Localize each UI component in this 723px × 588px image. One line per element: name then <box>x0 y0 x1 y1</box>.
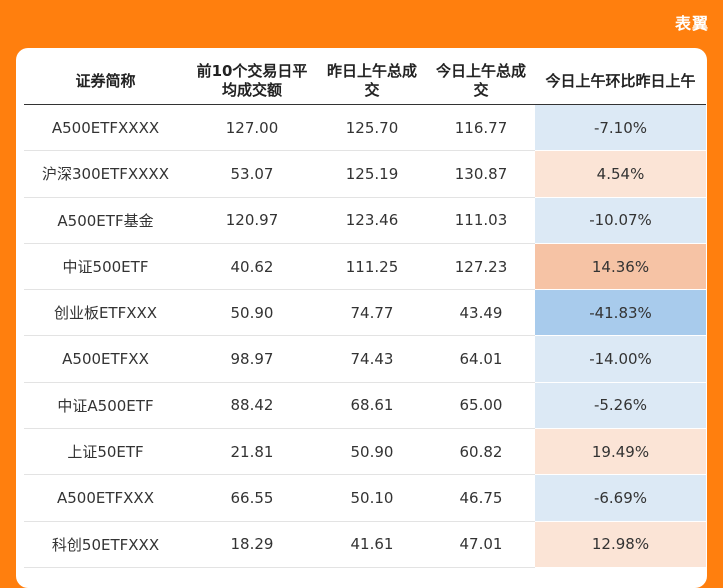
table-row: A500ETFXXXX 127.00 125.70 116.77 -7.10% <box>24 104 706 152</box>
brand-logo-text: 表翼 <box>674 14 709 33</box>
header-today-am-turnover: 今日上午总成交 <box>427 58 535 105</box>
avg10-cell: 40.62 <box>187 243 317 291</box>
table-row: 科创50ETFXXX 18.29 41.61 47.01 12.98% <box>24 521 706 568</box>
security-name-cell: A500ETFXX <box>24 335 187 383</box>
avg10-cell: 98.97 <box>187 335 317 383</box>
table-header: 证券简称 前10个交易日平均成交额 昨日上午总成交 今日上午总成交 今日上午环比… <box>24 58 706 105</box>
today-cell: 111.03 <box>427 197 535 244</box>
table-row: A500ETFXXX 66.55 50.10 46.75 -6.69% <box>24 474 706 522</box>
table-row: 创业板ETFXXX 50.90 74.77 43.49 -41.83% <box>24 289 706 337</box>
yesterday-cell: 74.43 <box>317 335 427 383</box>
header-row: 证券简称 前10个交易日平均成交额 昨日上午总成交 今日上午总成交 今日上午环比… <box>24 58 706 105</box>
table-row: 中证500ETF 40.62 111.25 127.23 14.36% <box>24 243 706 291</box>
today-cell: 64.01 <box>427 335 535 383</box>
yesterday-cell: 50.10 <box>317 474 427 522</box>
etf-turnover-table: 证券简称 前10个交易日平均成交额 昨日上午总成交 今日上午总成交 今日上午环比… <box>24 58 706 568</box>
change-pct-cell: -6.69% <box>535 474 706 522</box>
today-cell: 127.23 <box>427 243 535 291</box>
yesterday-cell: 50.90 <box>317 428 427 476</box>
table-row: A500ETFXX 98.97 74.43 64.01 -14.00% <box>24 335 706 383</box>
security-name-cell: 中证500ETF <box>24 243 187 291</box>
yesterday-cell: 125.19 <box>317 150 427 198</box>
change-pct-cell: 4.54% <box>535 150 706 198</box>
change-pct-cell: -10.07% <box>535 197 706 244</box>
today-cell: 130.87 <box>427 150 535 198</box>
security-name-cell: A500ETF基金 <box>24 197 187 244</box>
table-card: 证券简称 前10个交易日平均成交额 昨日上午总成交 今日上午总成交 今日上午环比… <box>16 48 707 588</box>
yesterday-cell: 68.61 <box>317 382 427 430</box>
table-row: 中证A500ETF 88.42 68.61 65.00 -5.26% <box>24 382 706 430</box>
table-row: 沪深300ETFXXXX 53.07 125.19 130.87 4.54% <box>24 150 706 198</box>
change-pct-cell: -41.83% <box>535 289 706 337</box>
header-security-name: 证券简称 <box>24 58 187 105</box>
yesterday-cell: 111.25 <box>317 243 427 291</box>
table-row: A500ETF基金 120.97 123.46 111.03 -10.07% <box>24 197 706 244</box>
today-cell: 46.75 <box>427 474 535 522</box>
today-cell: 65.00 <box>427 382 535 430</box>
security-name-cell: 沪深300ETFXXXX <box>24 150 187 198</box>
yesterday-cell: 41.61 <box>317 521 427 568</box>
change-pct-cell: -5.26% <box>535 382 706 430</box>
table-body: A500ETFXXXX 127.00 125.70 116.77 -7.10% … <box>24 104 706 568</box>
change-pct-cell: 12.98% <box>535 521 706 568</box>
change-pct-cell: 19.49% <box>535 428 706 476</box>
yesterday-cell: 74.77 <box>317 289 427 337</box>
today-cell: 60.82 <box>427 428 535 476</box>
header-yesterday-am-turnover: 昨日上午总成交 <box>317 58 427 105</box>
change-pct-cell: 14.36% <box>535 243 706 291</box>
change-pct-cell: -14.00% <box>535 335 706 383</box>
avg10-cell: 66.55 <box>187 474 317 522</box>
header-am-change-pct: 今日上午环比昨日上午 <box>535 58 706 105</box>
security-name-cell: 科创50ETFXXX <box>24 521 187 568</box>
avg10-cell: 53.07 <box>187 150 317 198</box>
avg10-cell: 50.90 <box>187 289 317 337</box>
yesterday-cell: 123.46 <box>317 197 427 244</box>
avg10-cell: 18.29 <box>187 521 317 568</box>
security-name-cell: A500ETFXXX <box>24 474 187 522</box>
avg10-cell: 88.42 <box>187 382 317 430</box>
table-row: 上证50ETF 21.81 50.90 60.82 19.49% <box>24 428 706 476</box>
security-name-cell: 中证A500ETF <box>24 382 187 430</box>
today-cell: 116.77 <box>427 104 535 152</box>
avg10-cell: 127.00 <box>187 104 317 152</box>
today-cell: 47.01 <box>427 521 535 568</box>
security-name-cell: 创业板ETFXXX <box>24 289 187 337</box>
security-name-cell: 上证50ETF <box>24 428 187 476</box>
yesterday-cell: 125.70 <box>317 104 427 152</box>
avg10-cell: 120.97 <box>187 197 317 244</box>
security-name-cell: A500ETFXXXX <box>24 104 187 152</box>
avg10-cell: 21.81 <box>187 428 317 476</box>
change-pct-cell: -7.10% <box>535 104 706 152</box>
header-avg-10-day-turnover: 前10个交易日平均成交额 <box>187 58 317 105</box>
today-cell: 43.49 <box>427 289 535 337</box>
